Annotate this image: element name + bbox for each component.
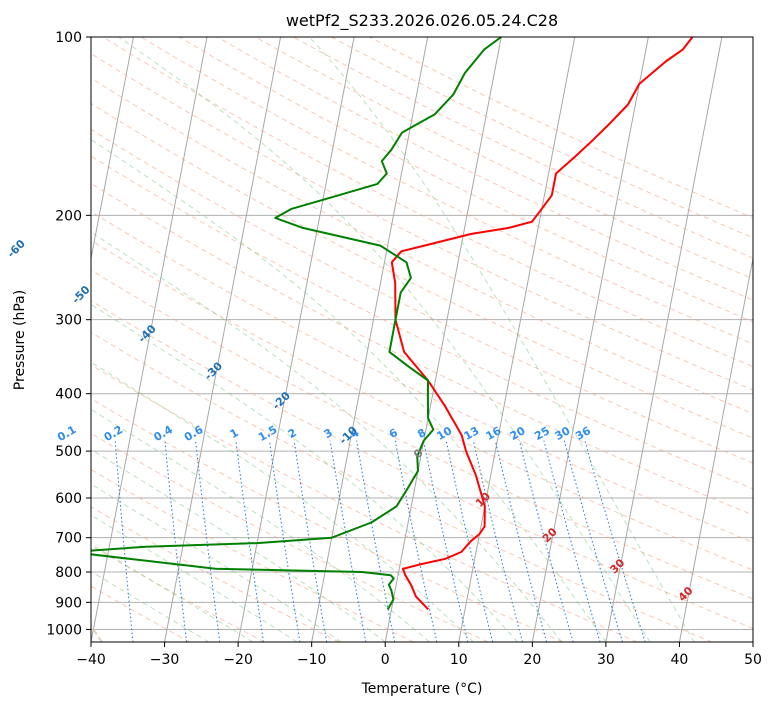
x-tick-label-5: 10 [450, 652, 468, 668]
isotherm-line [91, 37, 134, 262]
y-tick-label-1: 200 [55, 208, 82, 224]
y-axis-ticks: 100 200 300 400 500 600 700 800 900 1000 [46, 30, 91, 638]
dry-adiabat-line [91, 155, 753, 490]
dry-adiabat-line [91, 269, 753, 600]
x-tick-label-1: −30 [150, 652, 180, 668]
moist-adiabat-line [91, 138, 607, 642]
x-tick-label-0: −40 [76, 652, 106, 668]
moist-adiabat-line [91, 361, 474, 642]
plot-frame [90, 36, 754, 643]
sounding-series [91, 37, 694, 611]
moist-adiabat-line [91, 303, 518, 642]
moist-adiabat-line [118, 37, 651, 642]
x-tick-label-4: 0 [381, 652, 390, 668]
dry-adiabat-line [91, 182, 753, 516]
isotherm-line [458, 37, 576, 642]
mixing-ratio-line-5 [269, 440, 301, 642]
dry-adiabat-line [91, 398, 563, 642]
y-axis-title: Pressure (hPa) [12, 290, 28, 390]
mixing-ratio-line-10 [423, 440, 469, 642]
x-axis-title: Temperature (°C) [361, 681, 483, 697]
dry-adiabat-line [179, 37, 753, 323]
isotherm-line [164, 37, 282, 642]
dry-adiabat-line [91, 77, 753, 415]
mixing-ratio-line-14 [518, 440, 574, 642]
x-tick-label-6: 20 [523, 652, 541, 668]
y-tick-label-4: 500 [55, 444, 82, 460]
x-tick-label-8: 40 [671, 652, 689, 668]
mixing-ratio-line-7 [329, 440, 367, 642]
y-tick-label-8: 900 [55, 595, 82, 611]
mixing-ratio-line-12 [472, 440, 523, 642]
mixing-ratio-line-1 [114, 440, 134, 642]
y-tick-label-2: 300 [55, 313, 82, 329]
mixing-ratio-line-4 [235, 440, 264, 642]
y-tick-label-3: 400 [55, 387, 82, 403]
mixing-ratio-line-6 [293, 440, 328, 642]
moist-adiabat-line [91, 408, 430, 642]
mixing-ratio-line-11 [445, 440, 494, 642]
mixing-ratio-lines [114, 440, 646, 642]
isotherm-line [237, 37, 355, 642]
x-tick-label-3: −10 [297, 652, 327, 668]
x-tick-label-2: −20 [223, 652, 253, 668]
y-tick-label-0: 100 [55, 30, 82, 46]
isotherm-line [91, 37, 208, 642]
y-tick-label-9: 1000 [46, 622, 82, 638]
mixing-ratio-line-13 [494, 440, 548, 642]
mixing-ratio-line-2 [164, 440, 188, 642]
mixing-ratio-line-9 [394, 440, 438, 642]
y-tick-label-5: 600 [55, 491, 82, 507]
dry-adiabat-line [293, 37, 753, 259]
chart-title: wetPf2_S233.2026.026.05.24.C28 [286, 11, 558, 31]
dewpoint-profile-line [91, 37, 502, 610]
dry-adiabat-line [91, 239, 753, 571]
dry-adiabat-line [91, 210, 753, 543]
mixing-ratio-line-8 [356, 440, 396, 642]
moist-adiabat-line [91, 448, 386, 642]
moist-adiabat-line [91, 570, 209, 642]
x-axis-ticks: −40 −30 −20 −10 0 10 20 30 40 50 [76, 642, 762, 668]
isotherm-line [384, 37, 502, 642]
x-tick-label-7: 30 [597, 652, 615, 668]
dry-adiabat-line [91, 52, 753, 391]
x-tick-label-9: 50 [744, 652, 762, 668]
isotherm-line [605, 37, 723, 642]
moist-adiabat-line [91, 231, 563, 642]
dry-adiabat-line [255, 37, 753, 280]
y-tick-label-6: 700 [55, 531, 82, 547]
plot-area [91, 37, 753, 642]
mixing-ratio-line-17 [584, 440, 646, 642]
dry-adiabat-line [91, 300, 753, 629]
isotherm-line [678, 255, 753, 642]
mixing-ratio-line-15 [543, 440, 601, 642]
moist-adiabat-line [91, 483, 342, 642]
mixing-ratio-line-3 [195, 440, 221, 642]
isotherm-line [531, 37, 649, 642]
dry-adiabat-line [369, 37, 753, 219]
y-tick-label-7: 800 [55, 565, 82, 581]
mixing-ratio-line-16 [563, 440, 624, 642]
dry-adiabat-line [140, 37, 753, 345]
moist-adiabat-line [309, 37, 695, 642]
moist-adiabats [91, 37, 695, 642]
